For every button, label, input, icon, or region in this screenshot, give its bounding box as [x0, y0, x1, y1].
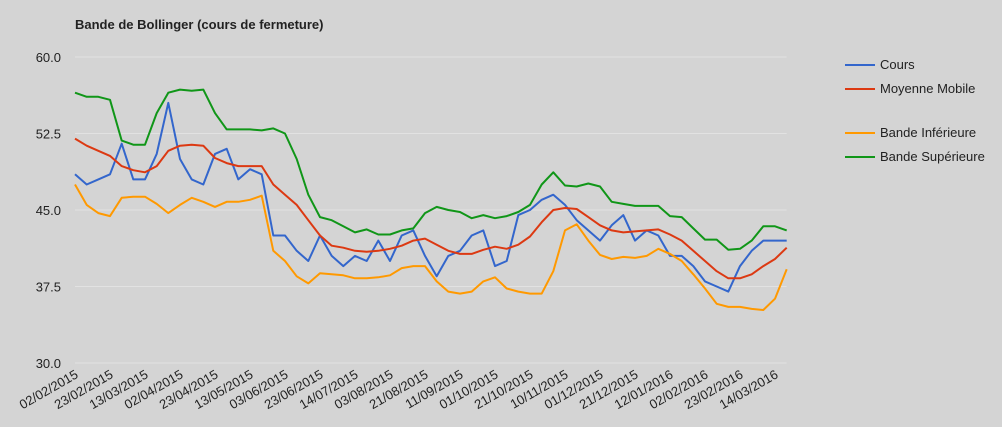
y-tick-label: 60.0 [36, 50, 61, 65]
y-tick-label: 37.5 [36, 280, 61, 295]
legend-label: Moyenne Mobile [880, 81, 976, 96]
legend-label: Bande Inférieure [880, 125, 977, 140]
series-line [74, 101, 787, 293]
y-tick-label: 52.5 [36, 127, 61, 142]
legend-swatch [845, 156, 875, 158]
series-line [74, 137, 788, 280]
y-tick-label: 30.0 [36, 356, 61, 371]
legend-swatch [845, 64, 875, 66]
legend-label: Bande Supérieure [880, 149, 985, 164]
series-line [74, 88, 788, 251]
series-line [74, 184, 788, 311]
legend-swatch [845, 88, 875, 90]
y-tick-label: 45.0 [36, 203, 61, 218]
legend-swatch [845, 132, 875, 134]
chart-title: Bande de Bollinger (cours de fermeture) [75, 17, 324, 32]
legend-label: Cours [880, 57, 915, 72]
